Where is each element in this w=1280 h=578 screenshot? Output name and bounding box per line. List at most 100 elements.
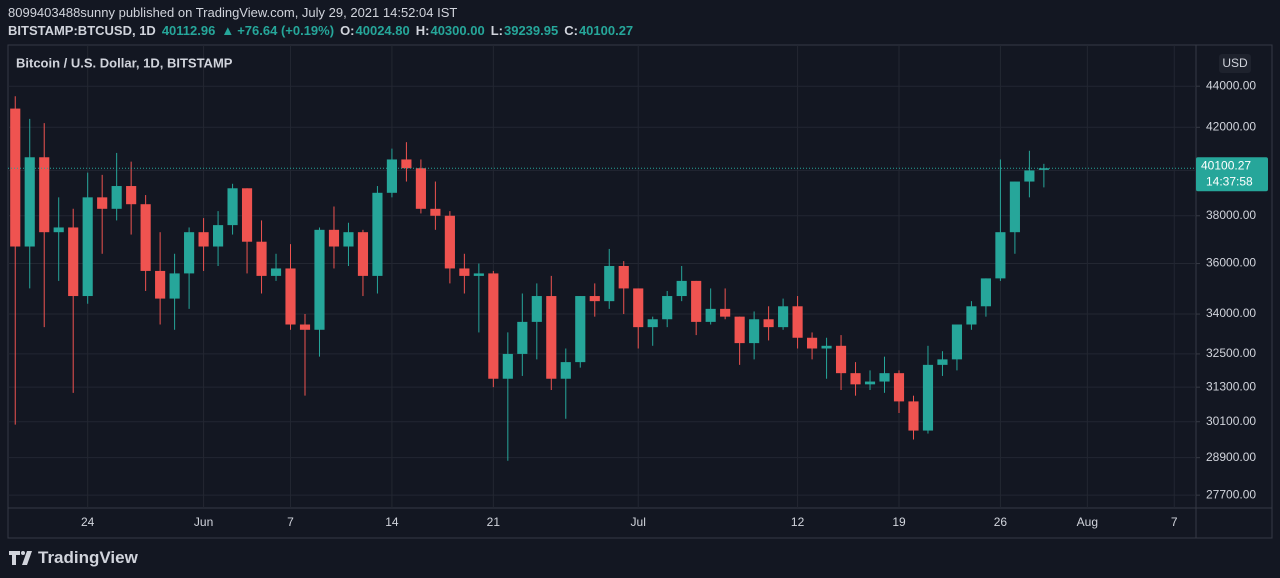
y-tick-label: 31300.00 bbox=[1206, 379, 1256, 393]
candle-body bbox=[560, 362, 571, 379]
y-tick-label: 27700.00 bbox=[1206, 487, 1256, 501]
y-axis-label: USD bbox=[1222, 56, 1248, 70]
candle-body bbox=[575, 296, 586, 363]
candle-body bbox=[691, 280, 702, 322]
candle-body bbox=[720, 308, 731, 317]
candle-body bbox=[618, 265, 629, 289]
candle-body bbox=[633, 288, 644, 328]
footer: TradingView bbox=[8, 548, 138, 568]
y-tick-label: 36000.00 bbox=[1206, 256, 1256, 270]
candle-body bbox=[807, 337, 818, 349]
candle-body bbox=[835, 345, 847, 374]
candle-body bbox=[502, 353, 513, 379]
candle-body bbox=[53, 227, 64, 233]
candle-body bbox=[270, 268, 282, 276]
candle-body bbox=[778, 306, 789, 328]
candle-body bbox=[386, 159, 397, 193]
c-value: 40100.27 bbox=[578, 23, 634, 38]
candle-body bbox=[922, 364, 934, 431]
candle-body bbox=[256, 241, 267, 276]
candle-body bbox=[980, 278, 991, 307]
candle-body bbox=[415, 168, 426, 209]
y-tick-label: 38000.00 bbox=[1206, 208, 1256, 222]
x-tick-label: 21 bbox=[487, 515, 501, 529]
candle-body bbox=[647, 319, 658, 328]
candle-body bbox=[473, 273, 484, 276]
publisher: 8099403488sunny published on TradingView… bbox=[8, 5, 458, 20]
candle-body bbox=[184, 232, 195, 274]
candle-body bbox=[430, 208, 441, 216]
arrow: ▲ bbox=[221, 23, 235, 38]
candle-body bbox=[1024, 170, 1035, 182]
h-value: 40300.00 bbox=[430, 23, 485, 38]
candle-body bbox=[111, 186, 122, 209]
candle-body bbox=[198, 232, 209, 247]
candle-body bbox=[1038, 168, 1049, 170]
h-label: H: bbox=[415, 23, 430, 38]
candle-body bbox=[213, 225, 224, 247]
candle-body bbox=[966, 306, 977, 325]
brand: TradingView bbox=[38, 548, 138, 567]
candle-body bbox=[459, 268, 470, 276]
y-tick-label: 28900.00 bbox=[1206, 450, 1256, 464]
candle-body bbox=[314, 229, 325, 330]
candle-body bbox=[705, 308, 716, 322]
candle-body bbox=[155, 270, 166, 299]
candle-body bbox=[821, 345, 832, 349]
l-value: 39239.95 bbox=[503, 23, 559, 38]
candle-body bbox=[444, 215, 455, 269]
x-tick-label: 19 bbox=[892, 515, 906, 529]
y-tick-label: 34000.00 bbox=[1206, 306, 1256, 320]
candle-body bbox=[864, 381, 876, 385]
c-label: C: bbox=[564, 23, 578, 38]
candle-body bbox=[227, 188, 238, 226]
o-label: O: bbox=[340, 23, 355, 38]
logo-icon bbox=[9, 551, 32, 565]
candle-body bbox=[97, 197, 108, 209]
x-tick-label: Jul bbox=[631, 515, 646, 529]
candle-body bbox=[531, 296, 542, 322]
candle-body bbox=[763, 319, 774, 328]
candle-body bbox=[299, 324, 311, 330]
y-tick-label: 30100.00 bbox=[1206, 414, 1256, 428]
x-tick-label: 7 bbox=[287, 515, 294, 529]
change: +76.64 (+0.19%) bbox=[237, 23, 335, 38]
candle-body bbox=[995, 232, 1006, 279]
candle-body bbox=[401, 159, 412, 169]
candle-body bbox=[546, 296, 557, 379]
last-price: 40112.96 bbox=[161, 23, 216, 38]
candle-body bbox=[937, 359, 948, 365]
candle-body bbox=[372, 192, 383, 276]
y-tick-label: 42000.00 bbox=[1206, 119, 1256, 133]
candle-body bbox=[749, 319, 760, 344]
candle-body bbox=[1009, 181, 1020, 233]
candle-body bbox=[285, 268, 296, 325]
candle-body bbox=[517, 321, 528, 354]
candle-body bbox=[893, 373, 905, 402]
x-tick-label: 7 bbox=[1171, 515, 1178, 529]
x-tick-label: 12 bbox=[791, 515, 805, 529]
y-tick-label: 32500.00 bbox=[1206, 346, 1256, 360]
candle-body bbox=[68, 227, 79, 297]
candle-body bbox=[879, 373, 890, 382]
o-value: 40024.80 bbox=[355, 23, 410, 38]
y-tick-label: 44000.00 bbox=[1206, 78, 1256, 92]
candle-body bbox=[908, 401, 919, 431]
x-tick-label: 26 bbox=[994, 515, 1008, 529]
candle-body bbox=[488, 273, 499, 379]
candle-body bbox=[792, 306, 803, 338]
candle-body bbox=[126, 186, 137, 205]
candle-body bbox=[676, 280, 687, 297]
candle-body bbox=[589, 296, 600, 302]
x-tick-label: Aug bbox=[1077, 515, 1098, 529]
x-tick-label: 24 bbox=[81, 515, 95, 529]
candle-body bbox=[357, 232, 369, 276]
chart-frame bbox=[7, 44, 1273, 539]
symbol: BITSTAMP:BTCUSD, 1D bbox=[8, 23, 156, 38]
candle-body bbox=[850, 373, 861, 385]
chart-title: Bitcoin / U.S. Dollar, 1D, BITSTAMP bbox=[16, 55, 233, 70]
l-label: L: bbox=[490, 23, 503, 38]
x-tick-label: 14 bbox=[385, 515, 399, 529]
